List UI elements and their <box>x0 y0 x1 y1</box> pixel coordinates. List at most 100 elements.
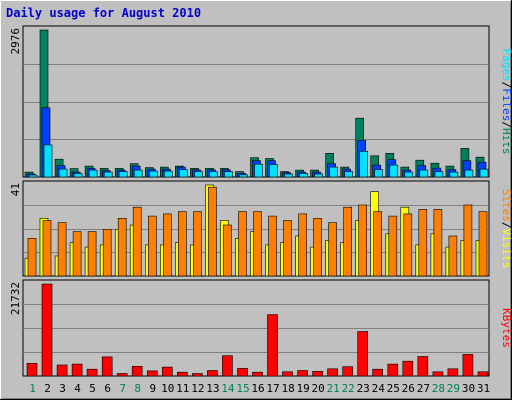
legend-part: Hits <box>500 128 512 155</box>
bar-kbytes-day-8 <box>131 365 143 377</box>
bar-kbytes-day-7 <box>116 373 128 377</box>
panel-hits-files-pages: 2976 Pages/Files/Hits <box>9 25 512 178</box>
y-max-label: 41 <box>9 183 22 196</box>
legend-part: / <box>500 121 512 128</box>
bar-kbytes-day-6 <box>101 356 113 377</box>
day-label-13: 13 <box>206 382 219 395</box>
bar-sites-day-9 <box>148 215 157 277</box>
bar-sites-day-29 <box>448 235 458 277</box>
legend-part: Pages <box>500 49 512 82</box>
day-label-29: 29 <box>447 382 460 395</box>
bar-sites-day-16 <box>253 211 262 277</box>
bar-pages-day-9 <box>149 170 158 178</box>
bar-pages-day-12 <box>194 171 203 178</box>
bar-sites-day-22 <box>343 206 353 277</box>
bar-kbytes-day-20 <box>312 370 323 377</box>
day-label-7: 7 <box>119 382 126 395</box>
bar-pages-day-2 <box>43 144 53 178</box>
bar-kbytes-day-11 <box>177 371 188 377</box>
right-legend-visits-sites: Sites/Visits <box>500 189 512 269</box>
plot-area <box>22 25 490 178</box>
bar-pages-day-4 <box>73 173 83 178</box>
bar-kbytes-day-4 <box>71 363 83 377</box>
day-label-11: 11 <box>176 382 189 395</box>
bar-pages-day-28 <box>434 171 444 178</box>
day-label-19: 19 <box>296 382 309 395</box>
bar-sites-day-30 <box>463 204 473 277</box>
bar-pages-day-15 <box>239 174 248 178</box>
bar-pages-day-13 <box>209 171 218 178</box>
bar-sites-day-20 <box>313 218 322 277</box>
day-label-4: 4 <box>74 382 81 395</box>
bar-sites-day-13 <box>208 186 217 277</box>
bar-sites-day-26 <box>403 213 413 277</box>
bar-pages-day-23 <box>359 151 369 178</box>
right-legend-kbytes: KBytes <box>500 308 512 348</box>
bar-pages-day-6 <box>103 171 113 178</box>
day-label-22: 22 <box>342 382 355 395</box>
bar-sites-day-3 <box>57 222 67 277</box>
day-label-10: 10 <box>161 382 174 395</box>
right-legend-hits-files-pages: Pages/Files/Hits <box>500 49 512 155</box>
day-label-26: 26 <box>402 382 415 395</box>
legend-part: Sites <box>500 189 512 222</box>
bar-pages-day-25 <box>389 164 399 178</box>
bar-pages-day-5 <box>88 169 98 178</box>
bar-sites-day-28 <box>433 209 443 277</box>
legend-part: KBytes <box>500 308 512 348</box>
bar-kbytes-day-16 <box>252 371 263 377</box>
bar-kbytes-day-19 <box>297 370 308 377</box>
day-label-15: 15 <box>236 382 249 395</box>
day-axis-labels: 1 2 3 4 5 6 7 8 9 10 11 12 13 14 15 16 17 18 19 20 21 22 23 24 2… <box>29 382 490 395</box>
day-label-25: 25 <box>387 382 400 395</box>
day-label-14: 14 <box>221 382 235 395</box>
bar-kbytes-day-27 <box>417 356 429 377</box>
bar-sites-day-5 <box>87 231 97 277</box>
bar-kbytes-day-14 <box>222 355 233 377</box>
bar-sites-day-4 <box>72 231 82 277</box>
bar-sites-day-21 <box>328 222 337 277</box>
bar-pages-day-26 <box>404 171 414 178</box>
bar-pages-day-21 <box>329 166 338 178</box>
day-label-21: 21 <box>327 382 340 395</box>
bar-kbytes-day-1 <box>26 362 38 377</box>
bar-kbytes-day-29 <box>447 368 459 377</box>
bar-sites-day-18 <box>283 220 292 277</box>
bar-pages-day-22 <box>344 171 354 178</box>
bar-pages-day-8 <box>133 169 143 178</box>
bar-pages-day-16 <box>254 163 263 178</box>
bar-pages-day-18 <box>284 173 293 178</box>
day-label-17: 17 <box>266 382 279 395</box>
bar-kbytes-day-28 <box>432 371 444 377</box>
bar-pages-day-31 <box>479 168 489 178</box>
bar-pages-day-17 <box>269 164 278 178</box>
legend-part: Visits <box>500 229 512 269</box>
day-label-30: 30 <box>462 382 475 395</box>
bar-sites-day-14 <box>223 224 232 277</box>
bar-kbytes-day-3 <box>56 364 68 377</box>
chart-title: Daily usage for August 2010 <box>6 6 201 20</box>
bar-sites-day-17 <box>268 215 277 277</box>
bar-pages-day-19 <box>299 173 308 178</box>
bar-sites-day-15 <box>238 211 247 277</box>
bar-sites-day-6 <box>102 229 112 277</box>
bar-sites-day-31 <box>478 211 488 277</box>
bar-pages-day-11 <box>179 169 188 178</box>
legend-part: / <box>500 222 512 229</box>
panel-visits-sites: 41 Sites/Visits <box>9 180 512 277</box>
bar-kbytes-day-21 <box>327 368 338 377</box>
bar-sites-day-11 <box>178 211 187 277</box>
bar-kbytes-day-30 <box>462 354 474 377</box>
bar-sites-day-25 <box>388 215 398 277</box>
bar-pages-day-27 <box>419 169 429 178</box>
bar-kbytes-day-23 <box>357 331 369 377</box>
legend-part: / <box>500 82 512 89</box>
bar-sites-day-7 <box>117 218 127 277</box>
panel-kbytes: 21732 KBytes <box>9 279 512 377</box>
bar-sites-day-10 <box>163 213 172 277</box>
day-label-5: 5 <box>89 382 96 395</box>
day-label-20: 20 <box>311 382 324 395</box>
day-label-16: 16 <box>251 382 264 395</box>
y-max-label: 2976 <box>9 28 22 55</box>
